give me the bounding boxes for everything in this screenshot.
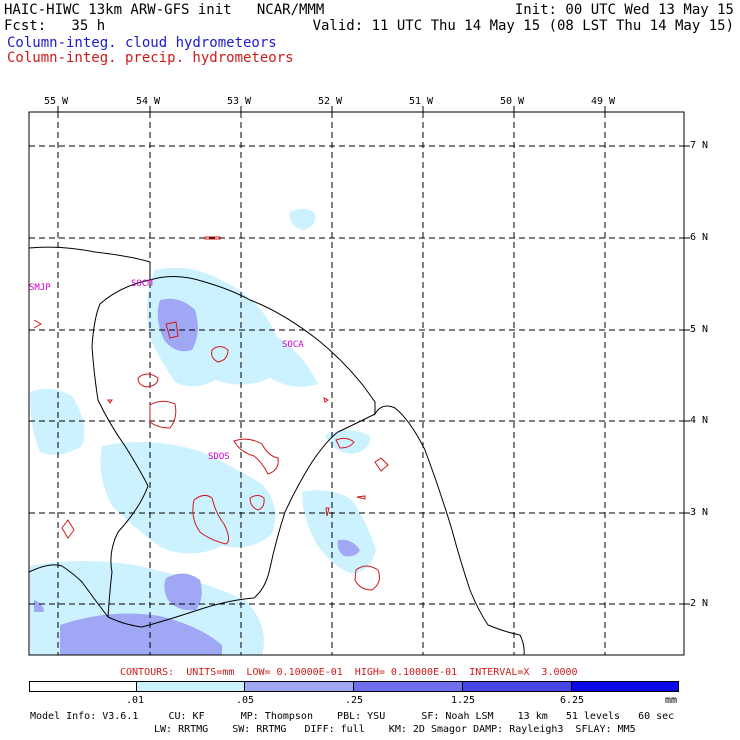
cloud-area-central [100, 442, 276, 554]
scale-label-3: 1.25 [451, 695, 476, 706]
map-frame [28, 111, 685, 656]
lon-label-51w: 51 W [409, 96, 434, 107]
cloud-area-east [302, 490, 376, 574]
cloud-core-edge [34, 600, 44, 612]
valid-time: Valid: 11 UTC Thu 14 May 15 (08 LST Thu … [312, 18, 734, 34]
graticule [29, 112, 684, 655]
lat-label-2n: 2 N [690, 598, 709, 609]
cloud-area-coast-north [146, 267, 318, 387]
lat-label-5n: 5 N [690, 324, 709, 335]
init-time: Init: 00 UTC Wed 13 May 15 [514, 2, 734, 18]
lon-label-49w: 49 W [591, 96, 616, 107]
cloud-core-bottom [60, 613, 222, 655]
lon-label-50w: 50 W [500, 96, 525, 107]
lat-label-4n: 4 N [690, 415, 709, 426]
station-smjp: SMJP [29, 283, 51, 293]
station-soca: SOCA [282, 340, 304, 350]
scale-bin-2 [244, 681, 354, 692]
cloud-core-east [337, 539, 360, 557]
scale-bin-3 [353, 681, 463, 692]
border-west [28, 413, 376, 628]
cloud-core-north [157, 298, 198, 352]
frame-ticks [57, 106, 690, 605]
forecast-hour: Fcst: 35 h [4, 18, 106, 34]
model-info-line1: Model Info: V3.6.1 CU: KF MP: Thompson P… [30, 711, 675, 722]
scale-bin-1 [136, 681, 245, 692]
scale-label-2: .25 [345, 695, 364, 706]
cloud-area-coast-east [325, 430, 371, 454]
lat-label-3n: 3 N [690, 507, 709, 518]
lon-label-54w: 54 W [136, 96, 161, 107]
scale-bin-4 [462, 681, 572, 692]
contours-info: CONTOURS: UNITS=mm LOW= 0.10000E-01 HIGH… [120, 667, 578, 678]
scale-bin-0 [29, 681, 137, 692]
cloud-shading [30, 208, 376, 655]
lon-label-55w: 55 W [44, 96, 69, 107]
cloud-area-north [289, 208, 316, 230]
model-info-line2: LW: RRTMG SW: RRTMG DIFF: full KM: 2D Sm… [154, 724, 636, 735]
cloud-area-west [30, 388, 85, 455]
scale-label-0: .01 [126, 695, 145, 706]
station-sdos: SDOS [208, 452, 230, 462]
border-central [91, 279, 151, 618]
station-socm: SOCM [131, 279, 153, 289]
model-title: HAIC-HIWC 13km ARW-GFS init NCAR/MMM [4, 2, 325, 18]
scale-label-1: .05 [236, 695, 255, 706]
precip-field-title: Column-integ. precip. hydrometeors [7, 50, 294, 66]
cloud-core-south [164, 573, 202, 611]
lat-label-7n: 7 N [690, 140, 709, 151]
lat-label-6n: 6 N [690, 232, 709, 243]
precip-contours [33, 236, 389, 591]
cloud-field-title: Column-integ. cloud hydrometeors [7, 35, 277, 51]
coastline [28, 246, 525, 656]
lon-label-52w: 52 W [318, 96, 343, 107]
scale-bin-5 [571, 681, 679, 692]
scale-unit: mm [665, 695, 678, 706]
lon-label-53w: 53 W [227, 96, 252, 107]
scale-label-4: 6.25 [560, 695, 585, 706]
coastline-borders [28, 246, 525, 656]
